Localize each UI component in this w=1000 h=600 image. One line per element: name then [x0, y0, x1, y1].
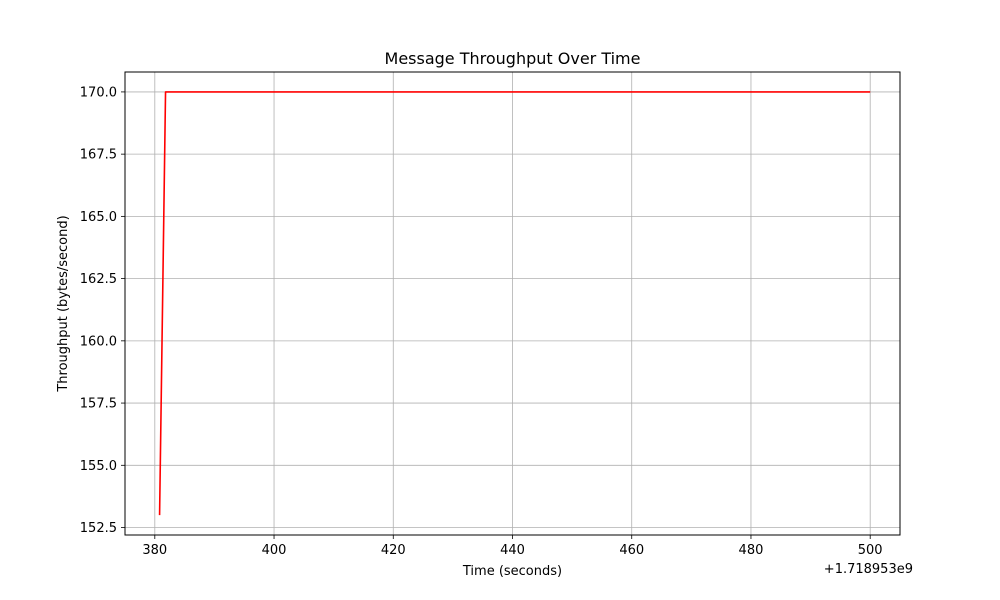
y-tick-label: 155.0 — [80, 459, 117, 474]
x-axis-title: Time (seconds) — [462, 564, 562, 579]
y-tick-label: 152.5 — [80, 521, 117, 536]
x-tick-label: 420 — [381, 543, 406, 558]
chart-title: Message Throughput Over Time — [385, 49, 641, 68]
y-tick-label: 160.0 — [80, 334, 117, 349]
x-tick-label: 440 — [500, 543, 525, 558]
y-tick-label: 162.5 — [80, 272, 117, 287]
y-tick-label: 170.0 — [80, 85, 117, 100]
x-tick-label: 500 — [858, 543, 883, 558]
x-axis-offset-label: +1.718953e9 — [824, 562, 913, 577]
grid-lines — [125, 72, 900, 535]
y-tick-label: 167.5 — [80, 148, 117, 163]
series-line — [158, 91, 871, 516]
y-tick-label: 165.0 — [80, 210, 117, 225]
y-tick-label: 157.5 — [80, 397, 117, 412]
series-layer — [158, 91, 871, 516]
y-axis-ticks: 152.5 155.0 157.5 160.0 162.5 165.0 167.5 170.0 — [80, 85, 125, 536]
x-tick-label: 460 — [619, 543, 644, 558]
x-axis-ticks: 380 400 420 440 460 480 500 — [142, 535, 883, 558]
x-tick-label: 400 — [262, 543, 287, 558]
y-axis-title: Throughput (bytes/second) — [56, 215, 71, 392]
x-tick-label: 380 — [142, 543, 167, 558]
x-tick-label: 480 — [739, 543, 764, 558]
